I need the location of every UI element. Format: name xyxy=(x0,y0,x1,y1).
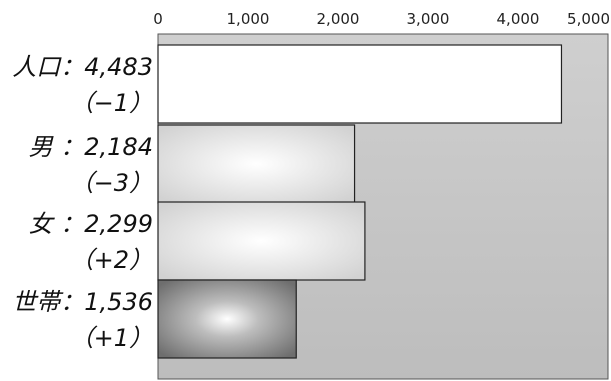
bars xyxy=(157,44,563,359)
x-tick-label: 3,000 xyxy=(407,10,450,28)
row-label-main: 男 ：2,184 xyxy=(29,133,153,161)
bar-世帯 xyxy=(157,279,297,359)
row-label-change: （−3） xyxy=(70,169,153,197)
bar-人口 xyxy=(157,44,563,124)
row-label-main: 女 ：2,299 xyxy=(29,210,153,238)
bar-女 xyxy=(157,201,366,281)
x-tick-label: 5,000 xyxy=(567,10,610,28)
row-label-main: 世帯：1,536 xyxy=(12,288,153,316)
x-tick-label: 0 xyxy=(153,10,163,28)
row-label-change: （+2） xyxy=(70,246,153,274)
row-labels: 人口：4,483 （−1） 男 ：2,184 （−3） 女 ：2,299 （+2） 世帯：1… xyxy=(12,53,153,352)
x-tick-label: 4,000 xyxy=(497,10,540,28)
x-tick-label: 1,000 xyxy=(227,10,270,28)
row-label-main: 人口：4,483 xyxy=(12,53,153,81)
bar-男 xyxy=(157,124,356,204)
row-label-change: （−1） xyxy=(70,89,153,117)
tick-labels: 0 1,000 2,000 3,000 4,000 5,000 xyxy=(153,10,610,28)
x-tick-label: 2,000 xyxy=(317,10,360,28)
row-label-change: （+1） xyxy=(70,324,153,352)
